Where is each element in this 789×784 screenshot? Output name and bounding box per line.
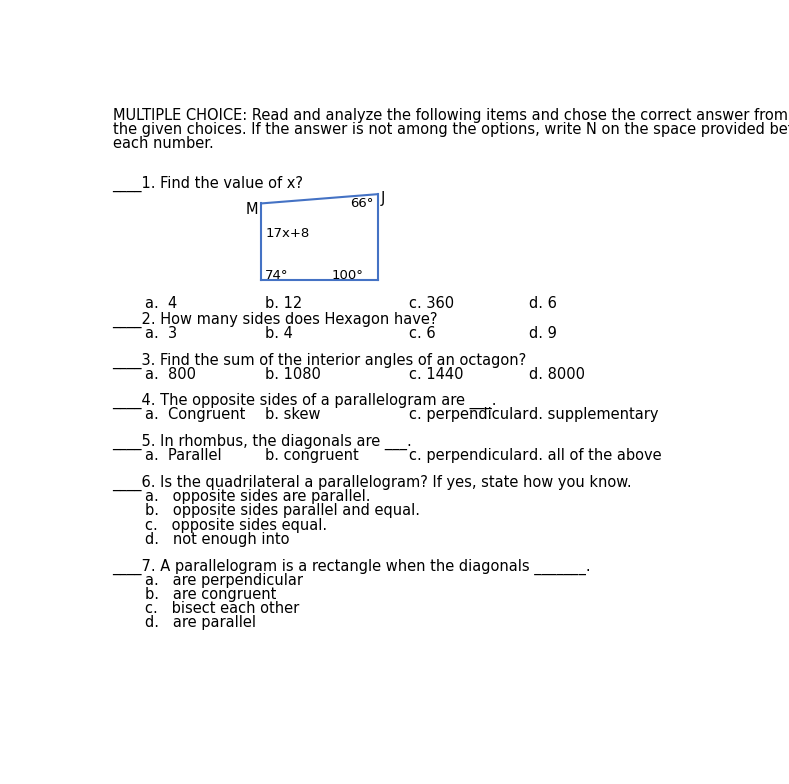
Text: MULTIPLE CHOICE: Read and analyze the following items and chose the correct answ: MULTIPLE CHOICE: Read and analyze the fo…: [113, 108, 787, 123]
Text: d. all of the above: d. all of the above: [529, 448, 661, 463]
Text: b. 1080: b. 1080: [265, 367, 321, 382]
Text: d.   are parallel: d. are parallel: [145, 615, 256, 630]
Text: d.   not enough into: d. not enough into: [145, 532, 290, 546]
Text: 17x+8: 17x+8: [266, 227, 310, 240]
Text: a.  4: a. 4: [145, 296, 178, 310]
Text: ____3. Find the sum of the interior angles of an octagon?: ____3. Find the sum of the interior angl…: [113, 353, 527, 368]
Text: d. 6: d. 6: [529, 296, 556, 310]
Text: a.   are perpendicular: a. are perpendicular: [145, 572, 303, 588]
Text: a.   opposite sides are parallel.: a. opposite sides are parallel.: [145, 489, 371, 504]
Text: c.   bisect each other: c. bisect each other: [145, 601, 299, 616]
Text: ____4. The opposite sides of a parallelogram are ___.: ____4. The opposite sides of a parallelo…: [113, 394, 497, 409]
Text: ____1. Find the value of x?: ____1. Find the value of x?: [113, 176, 304, 191]
Text: a.  3: a. 3: [145, 326, 178, 341]
Text: c. perpendicular: c. perpendicular: [409, 448, 528, 463]
Text: each number.: each number.: [113, 136, 213, 151]
Text: a.  Parallel: a. Parallel: [145, 448, 222, 463]
Text: b.   opposite sides parallel and equal.: b. opposite sides parallel and equal.: [145, 503, 420, 518]
Text: M: M: [246, 201, 258, 217]
Text: d. 9: d. 9: [529, 326, 556, 341]
Text: a.  800: a. 800: [145, 367, 196, 382]
Text: c. 1440: c. 1440: [409, 367, 463, 382]
Text: 100°: 100°: [331, 269, 363, 282]
Text: J: J: [381, 191, 385, 206]
Text: 66°: 66°: [350, 198, 374, 210]
Text: c. 6: c. 6: [409, 326, 436, 341]
Text: 74°: 74°: [264, 269, 288, 282]
Text: c. 360: c. 360: [409, 296, 454, 310]
Text: the given choices. If the answer is not among the options, write N on the space : the given choices. If the answer is not …: [113, 122, 789, 137]
Text: c.   opposite sides equal.: c. opposite sides equal.: [145, 517, 327, 532]
Text: ____6. Is the quadrilateral a parallelogram? If yes, state how you know.: ____6. Is the quadrilateral a parallelog…: [113, 475, 632, 491]
Text: b. 12: b. 12: [265, 296, 302, 310]
Text: d. supplementary: d. supplementary: [529, 408, 658, 423]
Text: b.   are congruent: b. are congruent: [145, 587, 276, 602]
Text: ____5. In rhombus, the diagonals are ___.: ____5. In rhombus, the diagonals are ___…: [113, 434, 413, 450]
Text: ____2. How many sides does Hexagon have?: ____2. How many sides does Hexagon have?: [113, 311, 438, 328]
Text: d. 8000: d. 8000: [529, 367, 585, 382]
Text: ____7. A parallelogram is a rectangle when the diagonals _______.: ____7. A parallelogram is a rectangle wh…: [113, 558, 591, 575]
Text: b. skew: b. skew: [265, 408, 321, 423]
Text: b. congruent: b. congruent: [265, 448, 359, 463]
Text: c. perpendicular: c. perpendicular: [409, 408, 528, 423]
Text: a.  Congruent: a. Congruent: [145, 408, 245, 423]
Text: b. 4: b. 4: [265, 326, 294, 341]
